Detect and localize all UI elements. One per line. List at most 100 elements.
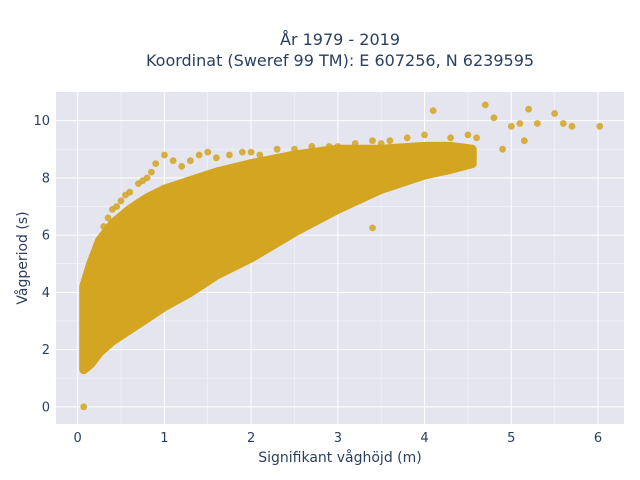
data-point	[87, 311, 95, 319]
data-point	[213, 240, 220, 248]
y-axis-label: Vågperiod (s)	[14, 211, 31, 304]
data-point	[143, 280, 151, 288]
data-point	[568, 122, 576, 130]
data-point	[87, 343, 95, 351]
x-tick-label: 0	[74, 431, 82, 446]
data-point	[84, 331, 92, 339]
data-point	[247, 223, 255, 230]
data-point	[100, 323, 108, 331]
data-point	[551, 110, 558, 117]
data-point	[83, 357, 90, 365]
data-point	[96, 246, 103, 253]
data-point	[447, 134, 454, 142]
data-point	[109, 311, 116, 319]
data-point	[161, 280, 168, 288]
data-point	[351, 183, 359, 190]
data-point	[507, 122, 515, 130]
y-tick-label: 10	[33, 114, 50, 129]
data-point	[460, 163, 467, 170]
data-point	[369, 224, 376, 232]
data-point	[334, 143, 342, 150]
data-point	[239, 231, 246, 239]
data-point	[89, 274, 97, 282]
y-tick-label: 0	[42, 400, 50, 415]
x-tick-label: 1	[160, 431, 168, 446]
data-point	[126, 300, 134, 308]
data-point	[473, 134, 480, 142]
data-point	[161, 271, 168, 279]
data-point	[256, 151, 264, 159]
y-tick-label: 2	[42, 343, 50, 358]
data-point	[291, 145, 298, 153]
data-point	[533, 120, 541, 127]
chart-title-line2: Koordinat (Sweref 99 TM): E 607256, N 62…	[146, 51, 534, 70]
x-axis-label: Signifikant våghöjd (m)	[258, 449, 421, 466]
data-point	[169, 157, 177, 165]
data-point	[421, 131, 428, 139]
x-tick-label: 4	[420, 431, 428, 446]
data-point	[178, 163, 186, 170]
x-tick-label: 3	[334, 431, 342, 446]
data-point	[91, 334, 99, 342]
data-point	[377, 140, 385, 147]
data-point	[256, 223, 264, 230]
data-point	[282, 208, 290, 216]
data-point	[481, 101, 489, 109]
data-point	[596, 122, 604, 130]
y-tick-labels: 0 2 4 6 8 10	[33, 114, 50, 415]
x-tick-label: 2	[247, 431, 255, 446]
data-point	[91, 260, 99, 268]
data-point	[226, 151, 233, 159]
data-point	[187, 157, 194, 165]
data-point	[403, 134, 411, 142]
y-tick-label: 6	[42, 229, 50, 244]
data-point	[325, 143, 333, 150]
dense-point-cloud	[79, 141, 477, 375]
data-point	[499, 145, 506, 153]
data-point	[204, 246, 212, 253]
y-tick-label: 8	[42, 171, 50, 186]
data-point	[464, 131, 472, 139]
data-point	[126, 188, 134, 196]
x-tick-label: 6	[594, 431, 602, 446]
data-point	[386, 137, 394, 145]
data-point	[351, 140, 359, 147]
data-point	[317, 194, 324, 202]
data-point	[490, 114, 498, 122]
data-point	[80, 403, 88, 411]
data-point	[161, 151, 168, 159]
data-point	[117, 197, 125, 205]
data-point	[104, 214, 112, 222]
data-point	[273, 145, 281, 153]
chart-title-line1: År 1979 - 2019	[280, 30, 400, 49]
point-cloud-fill	[79, 141, 477, 375]
data-point	[187, 254, 194, 262]
data-point	[213, 154, 220, 162]
data-point	[113, 203, 121, 210]
data-point	[195, 151, 203, 159]
data-point	[377, 177, 385, 185]
data-point	[100, 317, 108, 325]
data-point	[438, 168, 446, 176]
data-point	[520, 137, 528, 145]
data-point	[516, 120, 524, 127]
data-point	[100, 223, 108, 230]
data-point	[117, 303, 125, 311]
data-point	[429, 107, 437, 114]
data-point	[247, 148, 255, 156]
data-point	[178, 260, 186, 268]
data-point	[369, 137, 376, 145]
data-point	[143, 174, 151, 182]
y-tick-label: 4	[42, 286, 50, 301]
data-point	[308, 143, 316, 150]
data-point	[126, 291, 134, 299]
data-point	[204, 148, 212, 156]
x-tick-labels: 0 1 2 3 4 5 6	[74, 431, 603, 446]
data-point	[239, 148, 246, 156]
x-tick-label: 5	[507, 431, 515, 446]
data-point	[152, 160, 160, 168]
data-points	[80, 101, 604, 411]
data-point	[525, 105, 532, 113]
data-point	[559, 120, 567, 127]
